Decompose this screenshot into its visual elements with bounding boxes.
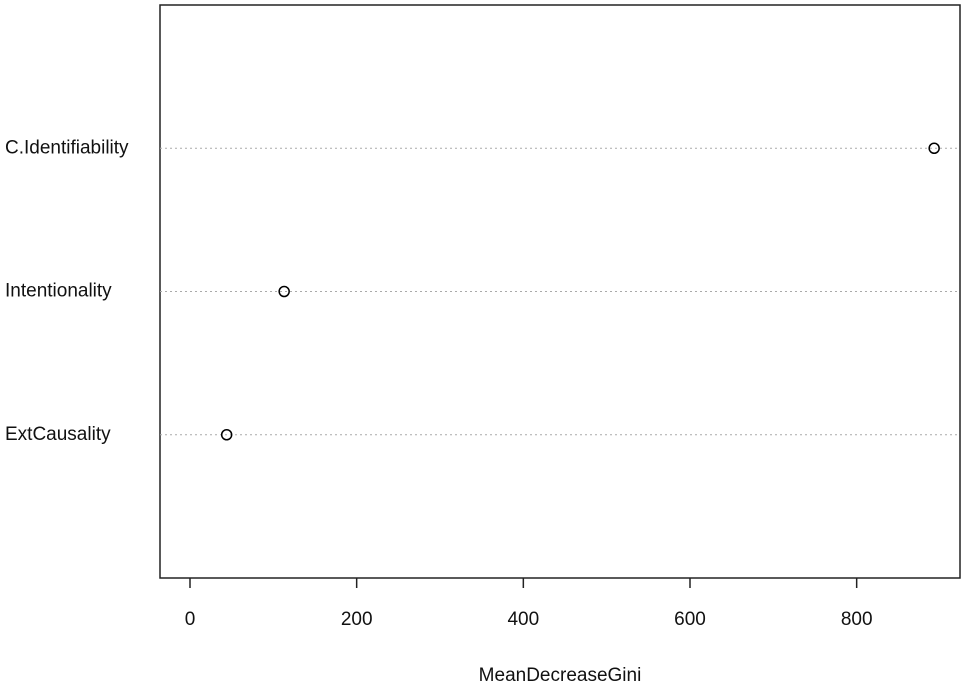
point [220, 429, 233, 441]
y-tick-label: Intentionality [5, 281, 112, 302]
x-tick-label: 800 [841, 609, 873, 630]
y-tick-label: ExtCausality [5, 424, 111, 445]
x-tick-label: 0 [185, 609, 196, 630]
x-tick-label: 200 [341, 609, 373, 630]
y-tick-label: C.Identifiability [5, 137, 129, 158]
x-tick-label: 400 [507, 609, 539, 630]
point [278, 285, 290, 298]
x-axis-label: MeanDecreaseGini [479, 665, 642, 686]
point [928, 142, 940, 154]
x-tick-label: 600 [674, 609, 706, 630]
